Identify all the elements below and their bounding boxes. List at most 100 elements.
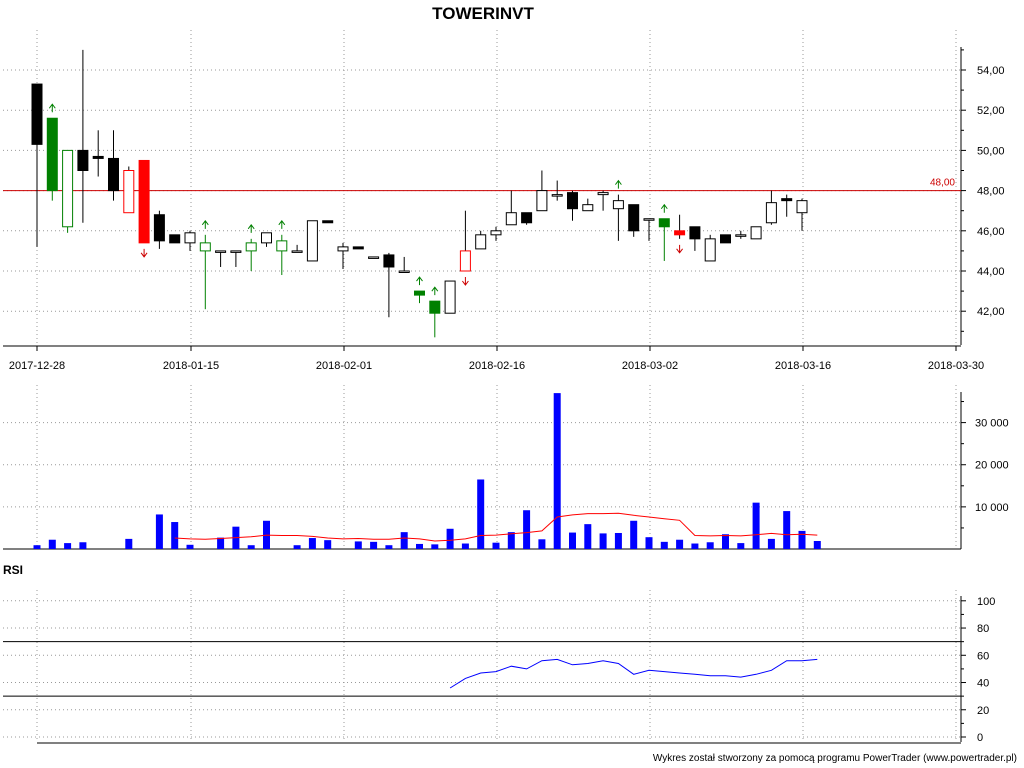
candle [689,226,701,251]
candle-body [643,218,655,221]
candle [582,198,594,212]
candle [92,130,104,177]
candle [337,242,349,269]
volume-bar [706,542,714,549]
volume-bar [400,532,408,549]
volume-bar [492,542,500,549]
candle-body [31,83,43,145]
candle [398,256,410,273]
candle [169,234,181,244]
candle [796,198,808,231]
price-tick-label: 42,00 [977,306,1005,318]
volume-bar [416,543,423,549]
candle-body [475,234,487,250]
reference-line-label: 48,00 [930,178,955,189]
buy-signal-arrow [416,276,423,286]
candle [459,210,471,286]
volume-tick-label: 30 000 [975,418,1009,430]
candle-body [521,212,533,224]
candle [245,224,257,271]
candle [781,194,793,217]
volume-bar [584,524,592,549]
candle-body [781,198,793,202]
candle [199,219,211,310]
volume-bar [33,545,41,549]
candle-body [735,234,747,237]
volume-bar [217,537,225,549]
candle-body [123,170,135,214]
candle [261,232,272,247]
volume-bar [477,479,485,549]
candle [704,234,716,262]
candle [551,180,563,201]
volume-moving-average-line [174,512,818,542]
candle-body [62,149,74,228]
candle [291,244,303,253]
buy-signal-arrow [431,286,439,296]
candle-body [46,117,58,192]
candle-body [689,226,701,240]
candle [444,280,456,314]
x-tick-label: 2018-01-15 [163,360,219,372]
candle-body [169,234,181,244]
candle-body [505,212,517,226]
candle-body [459,250,471,272]
buy-signal-arrow [278,219,286,229]
volume-bar [293,545,301,549]
rsi-panel-label: RSI [3,563,23,577]
candle [383,252,395,318]
candle-body [429,300,441,314]
volume-bar [385,545,393,549]
candle [505,190,517,226]
candle [352,246,364,250]
price-panel: 42,00 44,00 46,00 48,00 50,00 52,00 54,00 48,00… [3,30,1005,372]
footer-credit: Wykres został stworzony za pomocą progra… [653,753,1017,764]
rsi-tick-label: 100 [977,596,995,608]
volume-bar [186,544,194,549]
candle-body [398,270,410,273]
volume-bar [155,514,163,549]
candle-body [153,214,165,242]
x-tick-label: 2017-12-28 [9,360,65,372]
volume-bar [523,510,531,549]
candle-body [108,157,119,192]
candle-body [551,194,563,197]
volume-bar [431,544,439,549]
candle [306,220,318,262]
candle [628,204,640,237]
x-tick-label: 2018-03-30 [928,360,984,372]
buy-signal-arrow [247,224,255,233]
volume-bar [553,393,561,549]
candle [536,170,548,212]
candle [490,226,502,241]
buy-signal-arrow [48,103,56,113]
candle-body [337,246,349,252]
candle-body [92,155,104,159]
rsi-tick-label: 0 [977,732,983,744]
candle-body [582,204,594,212]
x-tick-label: 2018-03-02 [622,360,678,372]
candle-body [490,230,502,236]
candle-body [230,250,242,253]
volume-bar [370,541,378,549]
candle [597,190,609,211]
volume-bar [691,543,699,549]
candle [153,210,165,249]
candle-body [674,230,686,236]
volume-bar [538,539,546,549]
volume-bar [64,543,72,549]
sell-signal-arrow [140,248,148,258]
candle [215,250,227,267]
price-tick-label: 46,00 [977,226,1005,238]
candle-body [628,204,640,232]
candle [567,190,578,221]
candle-body [750,226,762,240]
candle-body [368,256,380,259]
candle-body [138,159,150,244]
buy-signal-arrow [615,179,622,189]
x-tick-label: 2018-03-16 [775,360,831,372]
chart-title: TOWERINVT [432,4,534,23]
volume-bar [446,528,454,549]
candle [414,276,425,304]
candle-body [352,246,364,250]
